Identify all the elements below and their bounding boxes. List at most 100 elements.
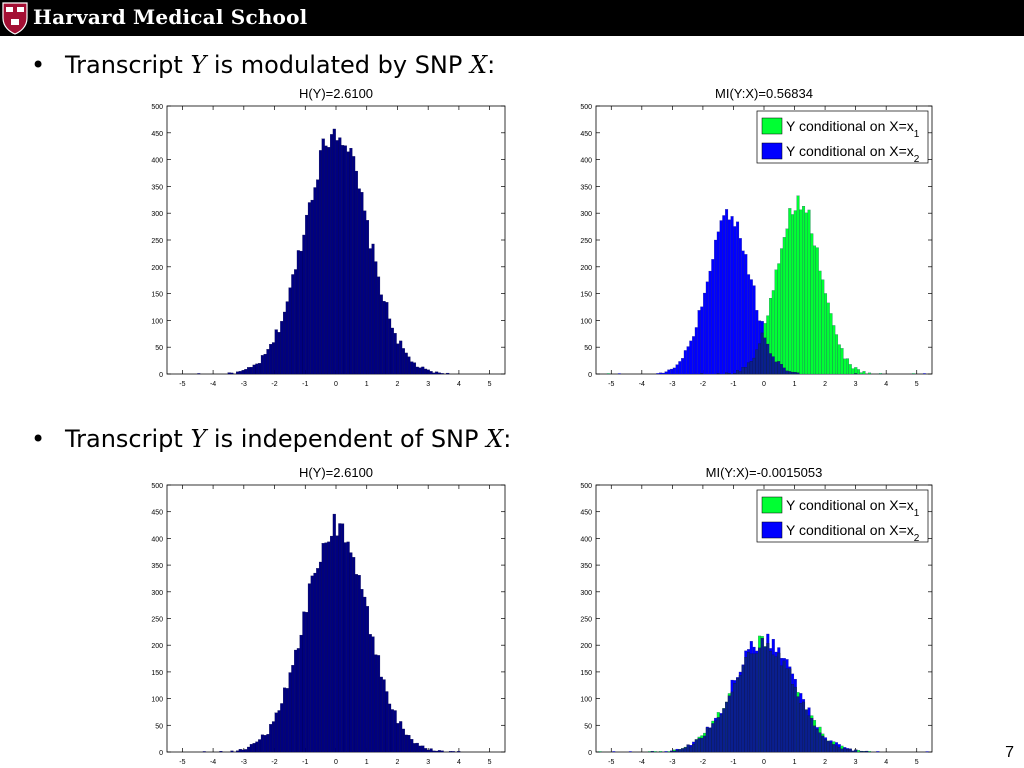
histogram-bar <box>407 356 411 375</box>
histogram-bar <box>826 302 830 375</box>
histogram-bar <box>868 372 872 375</box>
histogram-bar-overlap <box>672 750 676 753</box>
histogram-bar <box>227 372 231 375</box>
y-tick-label: 450 <box>580 131 592 138</box>
histogram-bar-overlap <box>854 373 858 375</box>
bullet-glyph: • <box>31 425 46 453</box>
x-tick-label: 1 <box>793 759 797 766</box>
histogram-bar <box>410 361 414 375</box>
histogram-bar <box>252 743 256 753</box>
histogram-bar <box>854 367 858 375</box>
histogram-bar <box>700 306 704 375</box>
bullet-glyph: • <box>31 51 46 79</box>
legend-box <box>756 110 929 164</box>
histogram-bar <box>263 353 267 375</box>
histogram-bar <box>862 371 866 375</box>
histogram-bar <box>299 634 303 753</box>
histogram-bar-overlap <box>703 735 707 753</box>
histogram-bar <box>711 259 715 375</box>
histogram-bar-overlap <box>763 337 767 375</box>
x-tick-label: 0 <box>334 381 338 388</box>
histogram-bar <box>401 728 405 753</box>
histogram-bar-overlap <box>829 742 833 753</box>
histogram-bar <box>294 269 298 375</box>
y-tick-label: 350 <box>151 563 163 570</box>
histogram-bar <box>327 541 331 753</box>
histogram-bar <box>285 688 289 753</box>
legend-swatch <box>761 117 783 135</box>
histogram-bar <box>310 199 314 375</box>
histogram-bar-overlap <box>851 750 855 753</box>
legend-swatch <box>761 521 783 539</box>
histogram-bar <box>437 372 441 375</box>
y-tick-label: 300 <box>580 211 592 218</box>
harvard-shield-icon <box>2 2 28 35</box>
histogram-bar-overlap <box>744 367 748 375</box>
histogram-bar-overlap <box>813 725 817 753</box>
y-tick-label: 150 <box>151 670 163 677</box>
x-tick-label: 2 <box>823 381 827 388</box>
histogram-bar-overlap <box>758 647 762 753</box>
histogram-bar <box>672 367 676 375</box>
x-tick-label: -2 <box>700 381 706 388</box>
x-tick-label: 3 <box>426 381 430 388</box>
histogram-bar <box>288 672 292 753</box>
histogram-bar <box>446 372 450 375</box>
y-tick-label: 150 <box>151 292 163 299</box>
x-tick-label: -5 <box>179 381 185 388</box>
histogram-bar <box>324 145 328 375</box>
legend-swatch <box>761 496 783 514</box>
histogram-bar <box>393 333 397 375</box>
histogram-bar <box>807 209 811 375</box>
histogram-bar <box>421 745 425 753</box>
histogram-bar <box>377 276 381 375</box>
histogram-bar <box>415 366 419 375</box>
x-tick-label: 5 <box>915 381 919 388</box>
histogram-bar <box>426 369 430 375</box>
histogram-bar <box>418 745 422 753</box>
histogram-bar-overlap <box>799 703 803 753</box>
histogram-bar <box>404 734 408 753</box>
histogram-bar <box>352 156 356 375</box>
histogram-bar <box>617 373 621 375</box>
histogram-bar <box>260 355 264 375</box>
x-tick-label: -3 <box>669 759 675 766</box>
histogram-bar-overlap <box>705 727 709 753</box>
histogram-bar-overlap <box>766 343 770 375</box>
histogram-bar-overlap <box>738 371 742 375</box>
histogram-bar <box>263 735 267 753</box>
histogram-bar <box>374 261 378 375</box>
histogram-bar <box>230 750 234 753</box>
histogram-bar <box>437 750 441 753</box>
y-tick-label: 200 <box>151 643 163 650</box>
histogram-bar <box>338 523 342 753</box>
histogram-bar <box>435 750 439 753</box>
histogram-bar <box>244 749 248 753</box>
y-tick-label: 0 <box>588 372 592 379</box>
histogram-bar-overlap <box>700 737 704 753</box>
histogram-bar <box>274 712 278 753</box>
x-tick-label: 4 <box>884 381 888 388</box>
histogram-bar <box>368 634 372 753</box>
histogram-bar-overlap <box>859 751 863 753</box>
y-tick-label: 400 <box>580 536 592 543</box>
legend-subscript: 1 <box>914 508 920 519</box>
histogram-bar <box>244 369 248 375</box>
y-tick-label: 250 <box>580 617 592 624</box>
histogram-bar <box>857 750 861 753</box>
y-tick-label: 50 <box>584 723 592 730</box>
histogram-bar <box>280 321 284 375</box>
histogram-bar <box>399 340 403 375</box>
x-tick-label: -2 <box>271 759 277 766</box>
histogram-bar <box>923 373 926 375</box>
histogram-bar <box>302 234 306 375</box>
histogram-bar <box>247 746 251 753</box>
histogram-chart: MI(Y:X)=-0.00150530501001502002503003504… <box>580 465 933 766</box>
histogram-bar <box>396 343 400 375</box>
histogram-bar <box>813 245 817 375</box>
histogram-bar <box>247 367 251 375</box>
x-tick-label: -5 <box>608 759 614 766</box>
x-tick-label: 2 <box>823 759 827 766</box>
histogram-bar <box>338 137 342 375</box>
histogram-bar <box>260 734 264 753</box>
